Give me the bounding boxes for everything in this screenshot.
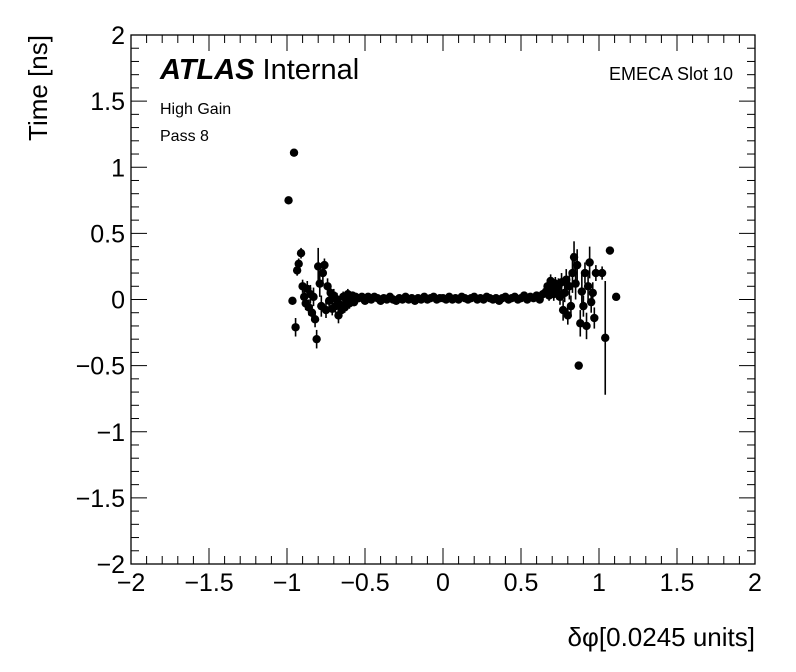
data-point <box>563 311 572 320</box>
x-axis-title: δφ[0.0245 units] <box>568 622 755 652</box>
data-point <box>296 249 306 258</box>
x-tick-label: 1.5 <box>660 569 695 597</box>
data-point <box>580 268 590 278</box>
data-point <box>601 333 610 343</box>
data-point <box>314 262 323 271</box>
y-tick-label: −2 <box>96 551 125 579</box>
data-point <box>315 279 324 288</box>
data-point <box>291 323 300 332</box>
data-point <box>323 282 332 291</box>
data-point <box>605 246 615 255</box>
x-tick-label: 0.5 <box>504 569 539 597</box>
y-tick-label: 0.5 <box>90 220 125 248</box>
data-point <box>312 334 321 344</box>
x-tick-label: 0 <box>436 569 450 597</box>
data-point <box>310 315 320 324</box>
data-point <box>583 282 593 291</box>
data-point <box>562 275 571 284</box>
data-point <box>588 288 597 298</box>
y-axis-title: Time [ns] <box>23 35 53 141</box>
slot-label: EMECA Slot 10 <box>609 64 733 84</box>
y-tick-label: −0.5 <box>76 353 125 381</box>
data-point <box>569 252 579 262</box>
axis-ticks <box>130 34 756 565</box>
atlas-label: ATLAS <box>159 54 255 86</box>
gain-label: High Gain <box>160 101 231 118</box>
data-point <box>318 268 328 278</box>
pass-label: Pass 8 <box>160 128 209 145</box>
data-point <box>587 297 596 307</box>
x-tick-label: 1 <box>592 569 606 597</box>
data-point <box>289 148 299 157</box>
x-tick-label: −0.5 <box>340 569 389 597</box>
data-point <box>574 361 583 370</box>
y-tick-label: 1.5 <box>90 88 125 116</box>
data-point <box>582 321 591 331</box>
data-points <box>284 148 621 395</box>
data-point <box>320 260 329 270</box>
data-point <box>597 268 607 278</box>
data-point <box>307 308 317 317</box>
internal-label: Internal <box>263 54 360 86</box>
data-point <box>611 292 621 302</box>
data-point <box>585 258 594 267</box>
data-point <box>284 196 293 205</box>
x-tick-label: −1 <box>273 569 302 597</box>
data-point <box>288 296 297 306</box>
data-point <box>309 292 318 302</box>
data-point <box>591 268 601 278</box>
data-point <box>321 305 331 315</box>
x-tick-label: −2 <box>117 569 146 597</box>
y-tick-label: 0 <box>111 287 125 315</box>
data-point <box>571 279 580 288</box>
data-point <box>294 259 303 268</box>
axis-tick-labels: −2 −1.5 −1 −0.5 0 0.5 1 1.5 2 −2 −1.5 −1 −0.5 0 0.5 1 1.… <box>76 22 762 597</box>
y-tick-label: −1.5 <box>76 485 125 513</box>
x-tick-label: −1.5 <box>184 569 233 597</box>
data-point <box>566 301 576 311</box>
data-point <box>579 301 588 311</box>
data-point <box>590 313 599 323</box>
y-tick-label: 2 <box>111 22 125 50</box>
data-point <box>572 260 582 270</box>
data-point <box>577 287 587 296</box>
y-tick-label: 1 <box>111 154 125 182</box>
y-tick-label: −1 <box>96 419 125 447</box>
x-tick-label: 2 <box>748 569 762 597</box>
data-point <box>560 288 569 298</box>
atlas-label-group: ATLAS Internal <box>159 54 359 86</box>
